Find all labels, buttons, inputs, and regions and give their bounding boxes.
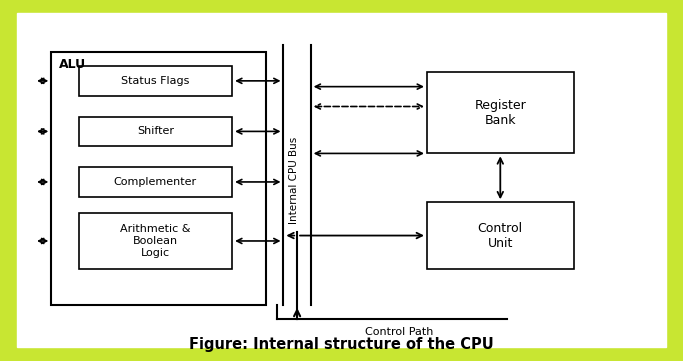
Text: Register
Bank: Register Bank [475, 99, 526, 127]
Bar [79, 117, 232, 146]
Text: Arithmetic &
Boolean
Logic: Arithmetic & Boolean Logic [120, 225, 191, 257]
Bar [79, 167, 232, 197]
Bar [427, 202, 574, 269]
Text: ALU: ALU [59, 58, 87, 71]
Text: Control
Unit: Control Unit [477, 222, 523, 249]
Bar [51, 52, 266, 305]
Text: Control Path: Control Path [365, 327, 434, 337]
Text: Complementer: Complementer [114, 177, 197, 187]
Bar [79, 66, 232, 96]
Text: Shifter: Shifter [137, 126, 174, 136]
Text: Internal CPU Bus: Internal CPU Bus [289, 137, 298, 224]
Text: Figure: Internal structure of the CPU: Figure: Internal structure of the CPU [189, 337, 494, 352]
Text: Status Flags: Status Flags [121, 76, 190, 86]
Bar [79, 213, 232, 269]
Bar [427, 72, 574, 153]
